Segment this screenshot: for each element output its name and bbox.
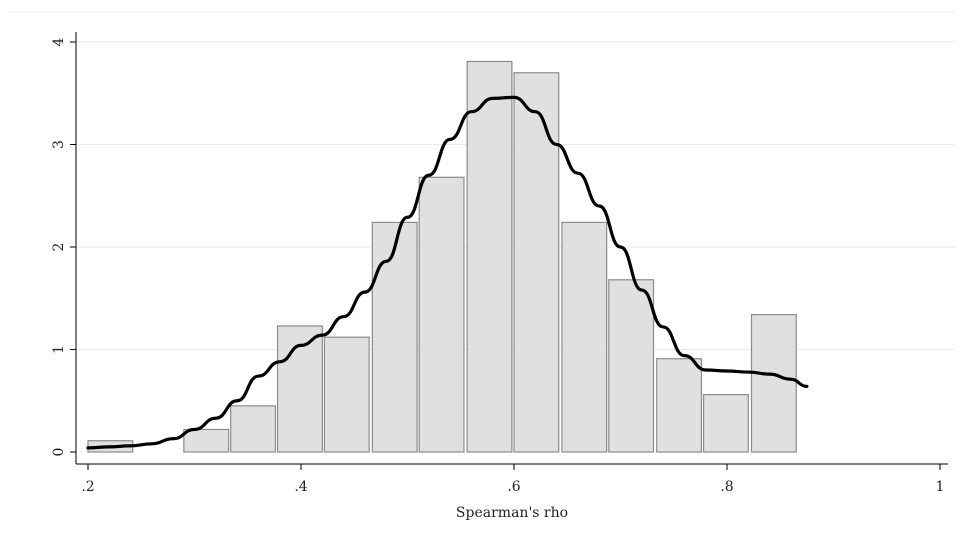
x-tick-label: .8 xyxy=(720,479,733,495)
density-curve-layer xyxy=(86,95,809,450)
y-tick-label: 1 xyxy=(51,345,67,354)
y-tick-label: 3 xyxy=(51,140,67,149)
histogram-bar xyxy=(561,221,608,453)
histogram-bar xyxy=(230,405,277,453)
histogram-bar xyxy=(656,358,703,453)
x-tick-label: .2 xyxy=(81,479,94,495)
histogram-bar xyxy=(183,428,230,453)
histogram-bar xyxy=(371,221,418,453)
x-axis-title: Spearman's rho xyxy=(456,505,568,521)
histogram-bar xyxy=(702,394,749,453)
axes: 0 1 2 3 4 .2 .4 .6 .8 1 xyxy=(51,32,948,495)
x-tick-label: 1 xyxy=(936,479,945,495)
histogram-bar xyxy=(466,60,513,453)
x-tick-label: .6 xyxy=(507,479,520,495)
histogram-bar xyxy=(323,336,370,453)
histogram-bar xyxy=(418,176,465,453)
y-tick-label: 4 xyxy=(51,37,67,46)
y-tick-label: 2 xyxy=(51,243,67,252)
histogram-bar xyxy=(513,72,560,453)
density-curve xyxy=(86,95,809,450)
histogram-bars xyxy=(87,60,797,453)
histogram-bar xyxy=(750,314,797,453)
histogram-bar xyxy=(608,279,655,453)
x-tick-label: .4 xyxy=(294,479,307,495)
y-tick-label: 0 xyxy=(51,448,67,457)
